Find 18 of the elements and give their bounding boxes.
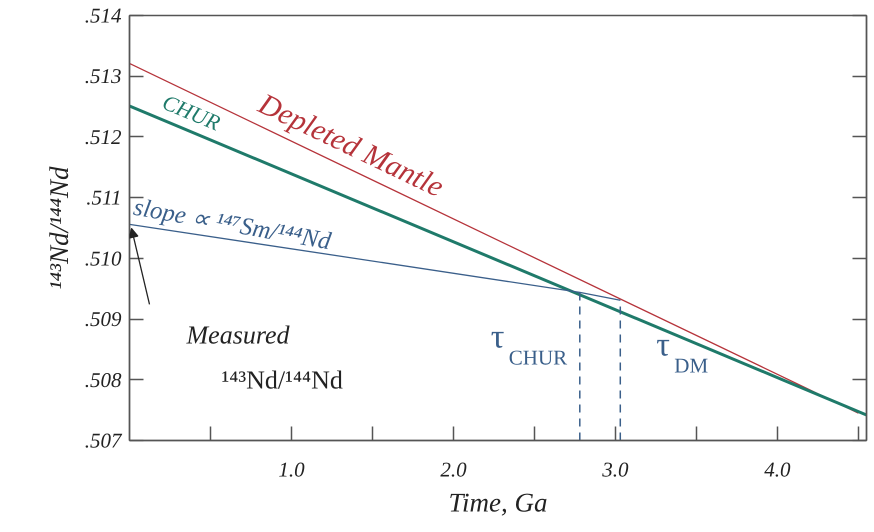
y-tick-label: .510 <box>84 246 122 270</box>
text: ¹⁴³Nd/¹⁴⁴Nd <box>44 166 74 290</box>
y-tick-label: .508 <box>84 368 122 392</box>
y-tick-label: .509 <box>84 307 122 332</box>
x-tick-label: 1.0 <box>278 458 306 482</box>
x-tick-label: 4.0 <box>764 458 792 482</box>
x-tick-label: 3.0 <box>601 458 630 482</box>
y-tick-label: .512 <box>84 124 122 149</box>
text: CHUR <box>158 89 224 136</box>
y-tick-label: .514 <box>84 4 122 28</box>
y-tick-label: .513 <box>84 64 122 88</box>
y-axis-title: ¹⁴³Nd/¹⁴⁴Nd <box>222 365 343 394</box>
y-tick-label: .507 <box>84 428 123 452</box>
y-tick-label: .511 <box>86 186 122 210</box>
x-tick-label: 2.0 <box>440 458 468 482</box>
annotation: slope ∝ ¹⁴⁷Sm/¹⁴⁴Nd <box>132 194 334 256</box>
x-axis-title: Time, Ga <box>448 488 548 518</box>
text: Measured <box>186 320 290 350</box>
